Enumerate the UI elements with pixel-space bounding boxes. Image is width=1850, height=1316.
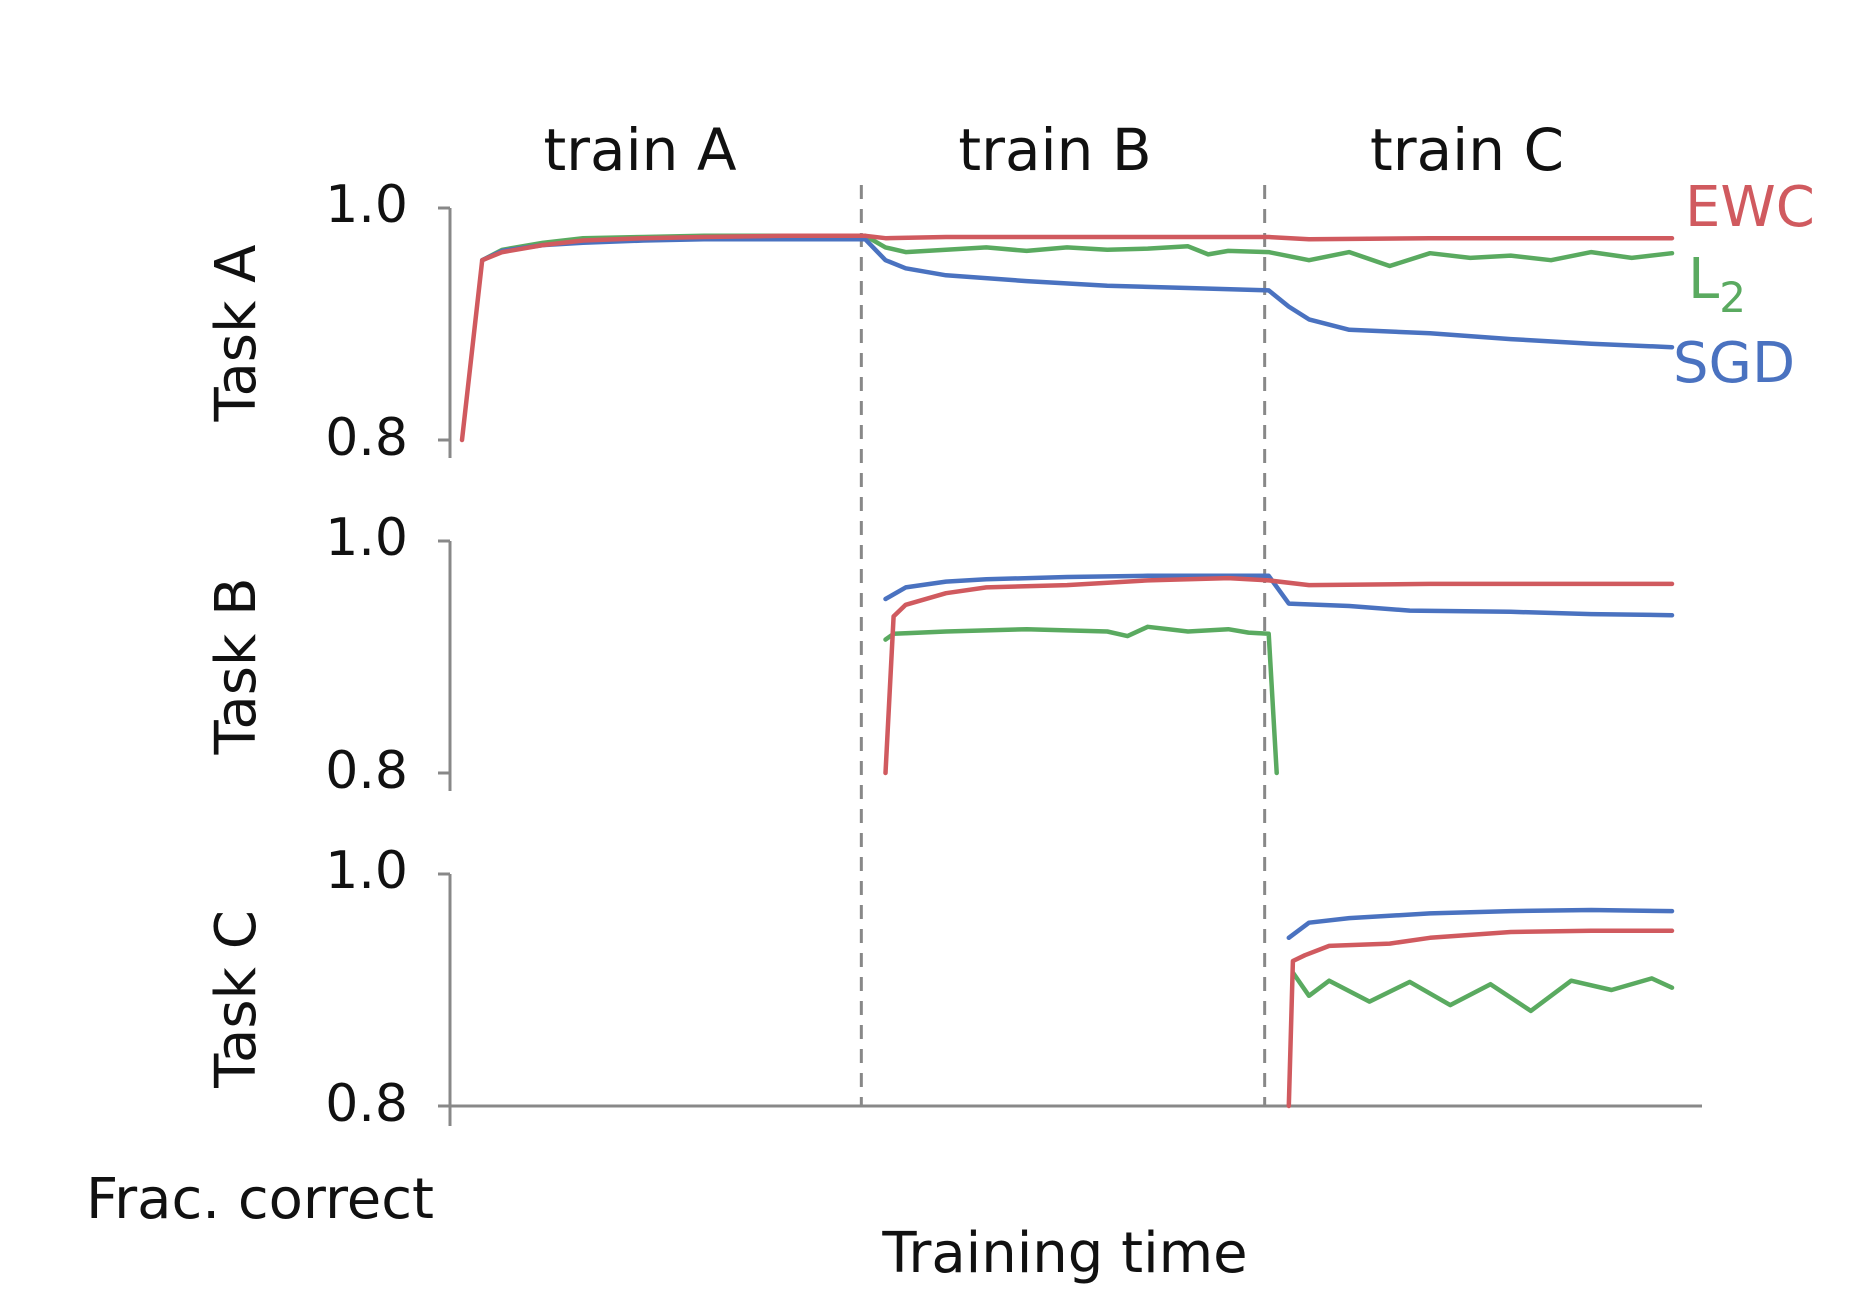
series-line-sgd-task-c [1286, 907, 1675, 941]
phase-dividers [859, 185, 1267, 1106]
y-tick-label-b-top: 1.0 [325, 508, 408, 568]
legend-ewc-label: EWC [1685, 175, 1815, 240]
y-tick-label-b-bottom: 0.8 [325, 741, 408, 801]
series-line-sgd-task-b [883, 573, 1675, 618]
y-axis-label: Frac. correct [86, 1167, 434, 1232]
series-line-l2-task-c [1290, 970, 1675, 1014]
series-line-sgd-task-a [479, 237, 1675, 350]
phase-label-c: train C [1370, 116, 1564, 184]
legend-sgd: SGD [1673, 331, 1795, 396]
series-line-ewc-task-c [1286, 928, 1675, 1109]
y-tick-label-c-top: 1.0 [325, 841, 408, 901]
legend-l2-subscript: 2 [1719, 273, 1746, 322]
legend-l2: L2 [1688, 247, 1746, 322]
phase-label-a: train A [543, 116, 736, 184]
legend-sgd-label: SGD [1673, 331, 1795, 396]
series-line-ewc-task-a [459, 233, 1675, 443]
panel-label-task-b: Task B [204, 577, 269, 755]
x-axis-label: Training time [881, 1221, 1247, 1286]
y-tick-label-a-bottom: 0.8 [325, 408, 408, 468]
panel-label-task-a: Task A [204, 245, 269, 423]
legend-ewc: EWC [1685, 175, 1815, 240]
y-tick-label-c-bottom: 0.8 [325, 1074, 408, 1134]
legend-l2-label: L [1688, 247, 1719, 312]
series-line-l2-task-b [883, 624, 1279, 776]
phase-label-b: train B [958, 116, 1151, 184]
y-tick-label-a-top: 1.0 [325, 175, 408, 235]
series-group [459, 233, 1675, 1109]
panel-label-task-c: Task C [204, 910, 269, 1089]
axes-group [438, 206, 1702, 1126]
series-line-ewc-task-b [883, 575, 1675, 776]
